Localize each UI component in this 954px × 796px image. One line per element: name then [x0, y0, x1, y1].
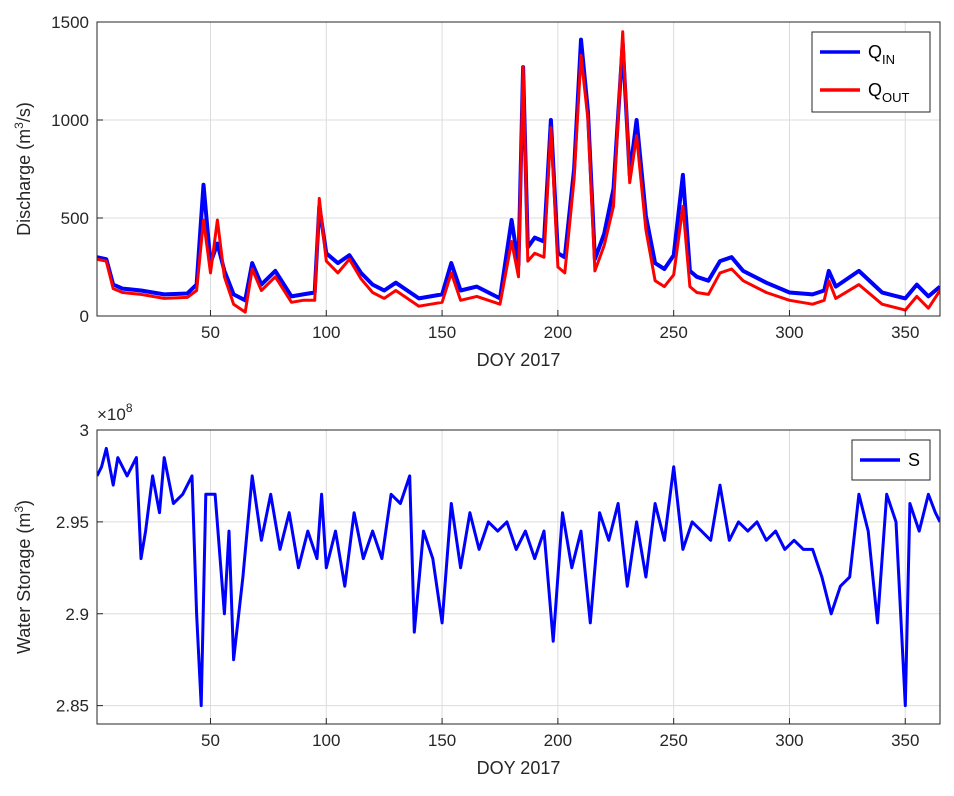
discharge-plot-frame [96, 21, 941, 317]
x-tick-label: 250 [659, 323, 687, 342]
y-tick-label: 3 [80, 421, 89, 440]
y-tick-label: 1500 [51, 13, 89, 32]
x-tick-label: 350 [891, 731, 919, 750]
x-tick-label: 150 [428, 323, 456, 342]
x-tick-label: 200 [544, 323, 572, 342]
x-tick-label: 100 [312, 731, 340, 750]
storage-legend: S [851, 439, 931, 481]
discharge-legend: QIN QOUT [811, 31, 931, 113]
storage-x-axis-label: DOY 2017 [477, 758, 561, 778]
storage-series [97, 446, 940, 708]
x-tick-label: 350 [891, 323, 919, 342]
x-tick-label: 150 [428, 731, 456, 750]
legend-entry: QIN [868, 42, 895, 67]
x-tick-label: 50 [201, 731, 220, 750]
legend-entry: S [908, 450, 920, 470]
series-line-q-out [97, 30, 940, 314]
series-line-s [97, 446, 940, 708]
discharge-chart: 50 100 150 200 250 300 350 0 500 1000 1500 DOY 201… [12, 13, 941, 370]
y-tick-label: 1000 [51, 111, 89, 130]
storage-chart: 50 100 150 200 250 300 350 2.85 2.9 2.95 3 ×108 DO… [12, 401, 941, 778]
legend-entry: QOUT [868, 80, 910, 105]
discharge-tick-labels: 50 100 150 200 250 300 350 0 500 1000 1500 [51, 13, 919, 342]
storage-plot-frame [96, 429, 941, 725]
x-tick-label: 50 [201, 323, 220, 342]
discharge-y-axis-label: Discharge (m3/s) [12, 102, 34, 236]
y-tick-label: 0 [80, 307, 89, 326]
x-tick-label: 250 [659, 731, 687, 750]
discharge-series [97, 30, 940, 314]
x-tick-label: 200 [544, 731, 572, 750]
y-tick-label: 2.9 [65, 605, 89, 624]
x-tick-label: 100 [312, 323, 340, 342]
storage-tick-labels: 50 100 150 200 250 300 350 2.85 2.9 2.95 3 [56, 421, 920, 750]
storage-y-axis-label: Water Storage (m3) [12, 500, 34, 654]
legend-box [811, 31, 931, 113]
x-tick-label: 300 [775, 323, 803, 342]
y-tick-label: 2.95 [56, 513, 89, 532]
discharge-x-axis-label: DOY 2017 [477, 350, 561, 370]
y-tick-label: 2.85 [56, 697, 89, 716]
y-tick-label: 500 [61, 209, 89, 228]
x-tick-label: 300 [775, 731, 803, 750]
storage-y-exponent-label: ×108 [97, 401, 133, 424]
storage-grid [97, 429, 940, 724]
